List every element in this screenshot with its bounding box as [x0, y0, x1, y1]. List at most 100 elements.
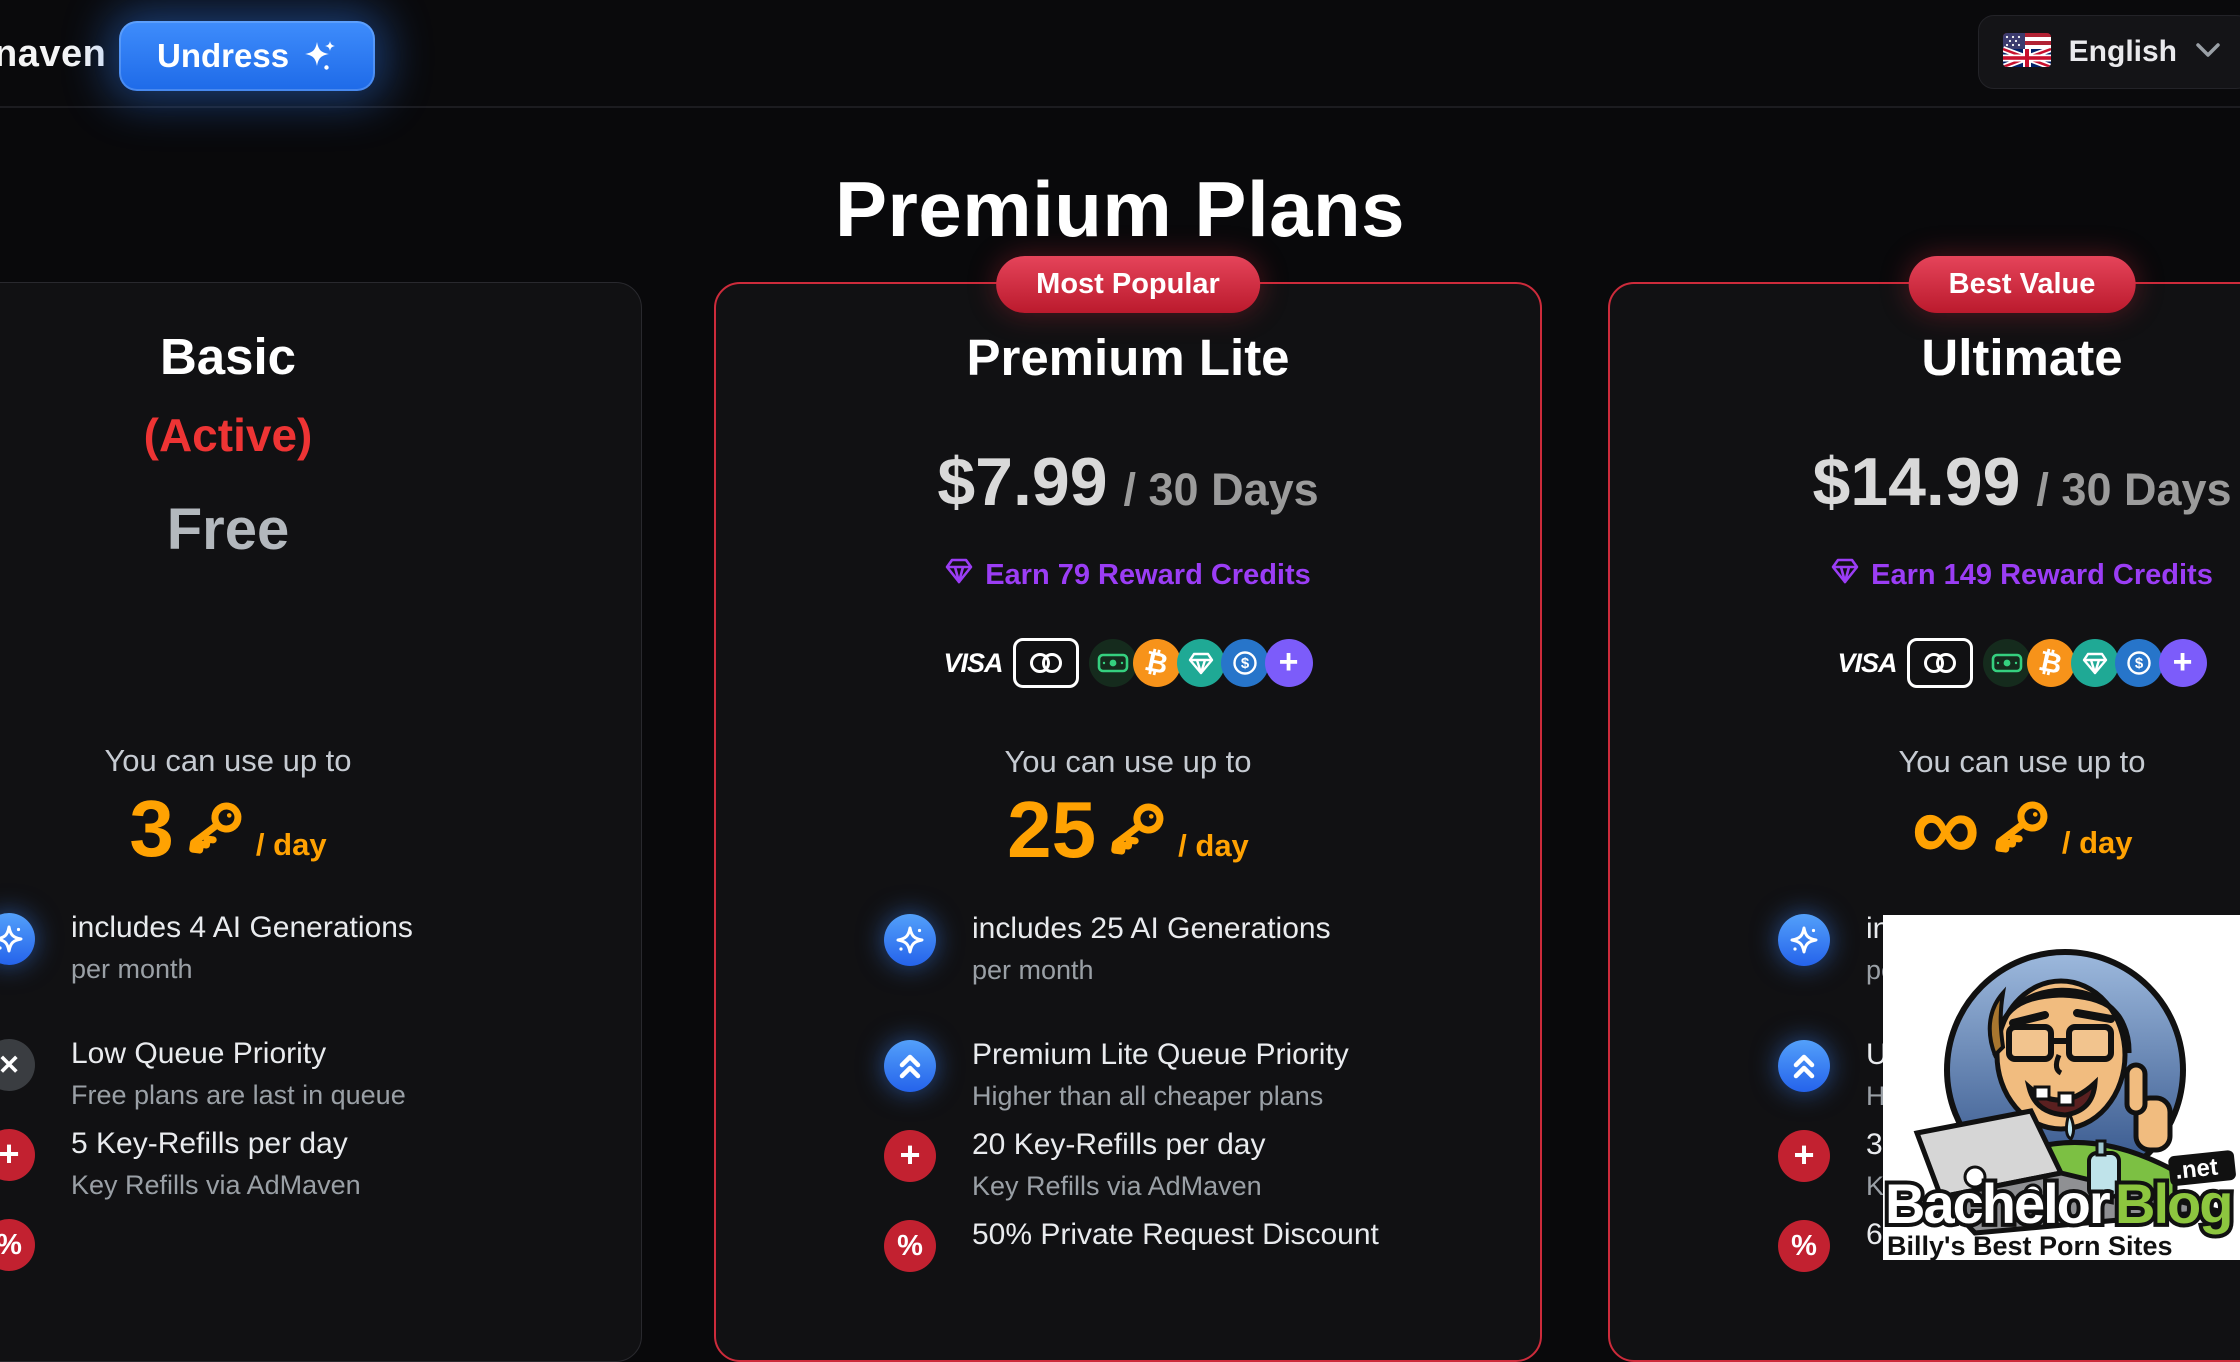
plan-name: Ultimate	[1921, 329, 2123, 386]
plan-header: Ultimate $14.99 / 30 Days Earn 149 Reward …	[1610, 284, 2240, 744]
feature-item: +5 Key-Refills per day Key Refills via Ad…	[0, 1127, 641, 1201]
undress-button[interactable]: Undress	[119, 21, 376, 91]
gem-payment-icon	[2070, 639, 2119, 687]
plan-price: $7.99	[937, 444, 1108, 520]
feature-subtitle: per month	[71, 954, 193, 984]
more-payment-icon: +	[2158, 639, 2207, 687]
feature-text: Premium Lite Queue Priority Higher than a…	[972, 1038, 1349, 1112]
coin-payment-icon: $	[2114, 639, 2163, 687]
top-nav: naven Undress	[0, 0, 2240, 108]
usage-amount-row: 25 / day	[716, 790, 1540, 870]
usage-prefix: You can use up to	[104, 743, 352, 778]
feature-text: 20 Key-Refills per day Key Refills via Ad…	[972, 1128, 1265, 1202]
feature-text: 50% Private Request Discount	[972, 1218, 1379, 1252]
plan-price: $14.99	[1812, 444, 2021, 520]
usage-amount: 3	[129, 784, 174, 873]
visa-payment-icon: VISA	[1837, 647, 1897, 678]
feature-subtitle: Key Refills via AdMaven	[71, 1170, 361, 1200]
best-value-badge: Best Value	[1908, 256, 2136, 313]
daily-usage: You can use up to 3 / day	[0, 743, 641, 911]
bachelorblog-watermark: .net Bachelor Blog Billy's Best Porn Sit…	[1883, 915, 2240, 1260]
plan-price-free: Free	[166, 497, 290, 562]
site-logo[interactable]: naven	[0, 33, 107, 75]
sparkles-icon	[303, 39, 337, 73]
plan-card-premium-lite: Most Popular Premium Lite $7.99 / 30 Days E…	[714, 256, 1542, 1362]
percent-icon: %	[884, 1220, 936, 1272]
key-icon	[1106, 797, 1168, 864]
chevron-down-icon	[2195, 42, 2221, 63]
svg-text:$: $	[2134, 655, 2143, 672]
feature-title: 50% Private Request Discount	[972, 1218, 1379, 1251]
plan-price-row: $14.99 / 30 Days	[1610, 443, 2240, 521]
feature-title: includes 4 AI Generations	[71, 911, 413, 944]
coin-payment-icon: $	[1220, 639, 1269, 687]
plan-period: / 30 Days	[2036, 464, 2232, 515]
plan-price-row: $7.99 / 30 Days	[716, 443, 1540, 521]
feature-text: includes 25 AI Generations per month	[972, 912, 1331, 986]
usage-amount-row: 3 / day	[0, 789, 641, 869]
feature-subtitle: Higher than all cheaper plans	[972, 1081, 1324, 1111]
percent-icon: %	[0, 1219, 35, 1271]
visa-payment-icon: VISA	[943, 647, 1003, 678]
key-icon	[1990, 795, 2052, 862]
sparkle-icon	[1778, 914, 1830, 966]
features-list: includes 25 AI Generations per month Prem…	[716, 912, 1540, 1272]
watermark-word1: Bachelor	[1885, 1172, 2110, 1235]
usage-suffix: / day	[2061, 824, 2133, 860]
feature-item: includes 4 AI Generations per month	[0, 911, 641, 985]
plan-header: Premium Lite $7.99 / 30 Days Earn 79 Rewar…	[716, 284, 1540, 744]
feature-title: includes 25 AI Generations	[972, 912, 1331, 945]
key-icon	[184, 796, 246, 863]
daily-usage: You can use up to 25 / day	[716, 744, 1540, 912]
most-popular-badge: Most Popular	[996, 256, 1260, 313]
usage-amount-row: ∞ / day	[1610, 774, 2240, 881]
feature-item: includes 25 AI Generations per month	[884, 912, 1540, 986]
flag-icon	[2002, 32, 2051, 72]
percent-icon: %	[1778, 1220, 1830, 1272]
plus-icon: +	[0, 1129, 35, 1181]
watermark-tld: .net	[2174, 1154, 2219, 1185]
reward-credits: Earn 79 Reward Credits	[716, 557, 1540, 593]
reward-credits-label: Earn 149 Reward Credits	[1871, 558, 2213, 591]
gem-payment-icon	[1176, 639, 1225, 687]
usage-prefix: You can use up to	[1004, 744, 1252, 779]
payment-methods-row: VISA ₿ $ +	[716, 638, 1540, 688]
feature-item: %	[0, 1217, 641, 1271]
feature-title: 5 Key-Refills per day	[71, 1127, 348, 1160]
x-icon: ✕	[0, 1039, 35, 1091]
undress-button-label: Undress	[157, 37, 290, 74]
feature-subtitle: Free plans are last in queue	[71, 1080, 406, 1110]
feature-text: 5 Key-Refills per day Key Refills via AdM…	[71, 1127, 361, 1201]
feature-title: Premium Lite Queue Priority	[972, 1038, 1349, 1071]
payment-methods-row: VISA ₿ $ +	[1610, 638, 2240, 688]
feature-text: includes 4 AI Generations per month	[71, 911, 413, 985]
feature-title: Low Queue Priority	[71, 1037, 327, 1070]
reward-credits-label: Earn 79 Reward Credits	[985, 558, 1311, 591]
bitcoin-payment-icon: ₿	[2026, 639, 2075, 687]
gem-icon	[945, 557, 973, 593]
plan-header: Basic (Active) Free	[0, 283, 641, 743]
plan-period: / 30 Days	[1123, 464, 1319, 515]
plan-name: Basic	[159, 328, 297, 385]
feature-title: 20 Key-Refills per day	[972, 1128, 1266, 1161]
mastercard-payment-icon	[1906, 638, 1973, 688]
reward-credits: Earn 149 Reward Credits	[1610, 557, 2240, 593]
feature-subtitle: per month	[972, 955, 1094, 985]
feature-text: Low Queue Priority Free plans are last in…	[71, 1037, 406, 1111]
plus-icon: +	[884, 1130, 936, 1182]
usage-suffix: / day	[255, 827, 327, 862]
language-selector[interactable]: English	[1977, 15, 2240, 89]
chevrons-icon	[1778, 1040, 1830, 1092]
plus-icon: +	[1778, 1130, 1830, 1182]
svg-text:$: $	[1240, 655, 1249, 672]
plan-card-basic: Basic (Active) Free You can use up to 3 / da…	[0, 282, 642, 1362]
sparkle-icon	[0, 913, 35, 965]
feature-item: % 50% Private Request Discount	[884, 1218, 1540, 1272]
infinity-amount: ∞	[1911, 774, 1980, 881]
feature-subtitle: Key Refills via AdMaven	[972, 1171, 1262, 1201]
page-title: Premium Plans	[834, 165, 1406, 254]
features-list: includes 4 AI Generations per month ✕ Low Q…	[0, 911, 641, 1271]
watermark-word2: Blog	[2115, 1172, 2231, 1235]
plan-active-status: (Active)	[143, 409, 313, 461]
cash-payment-icon	[1982, 639, 2031, 687]
